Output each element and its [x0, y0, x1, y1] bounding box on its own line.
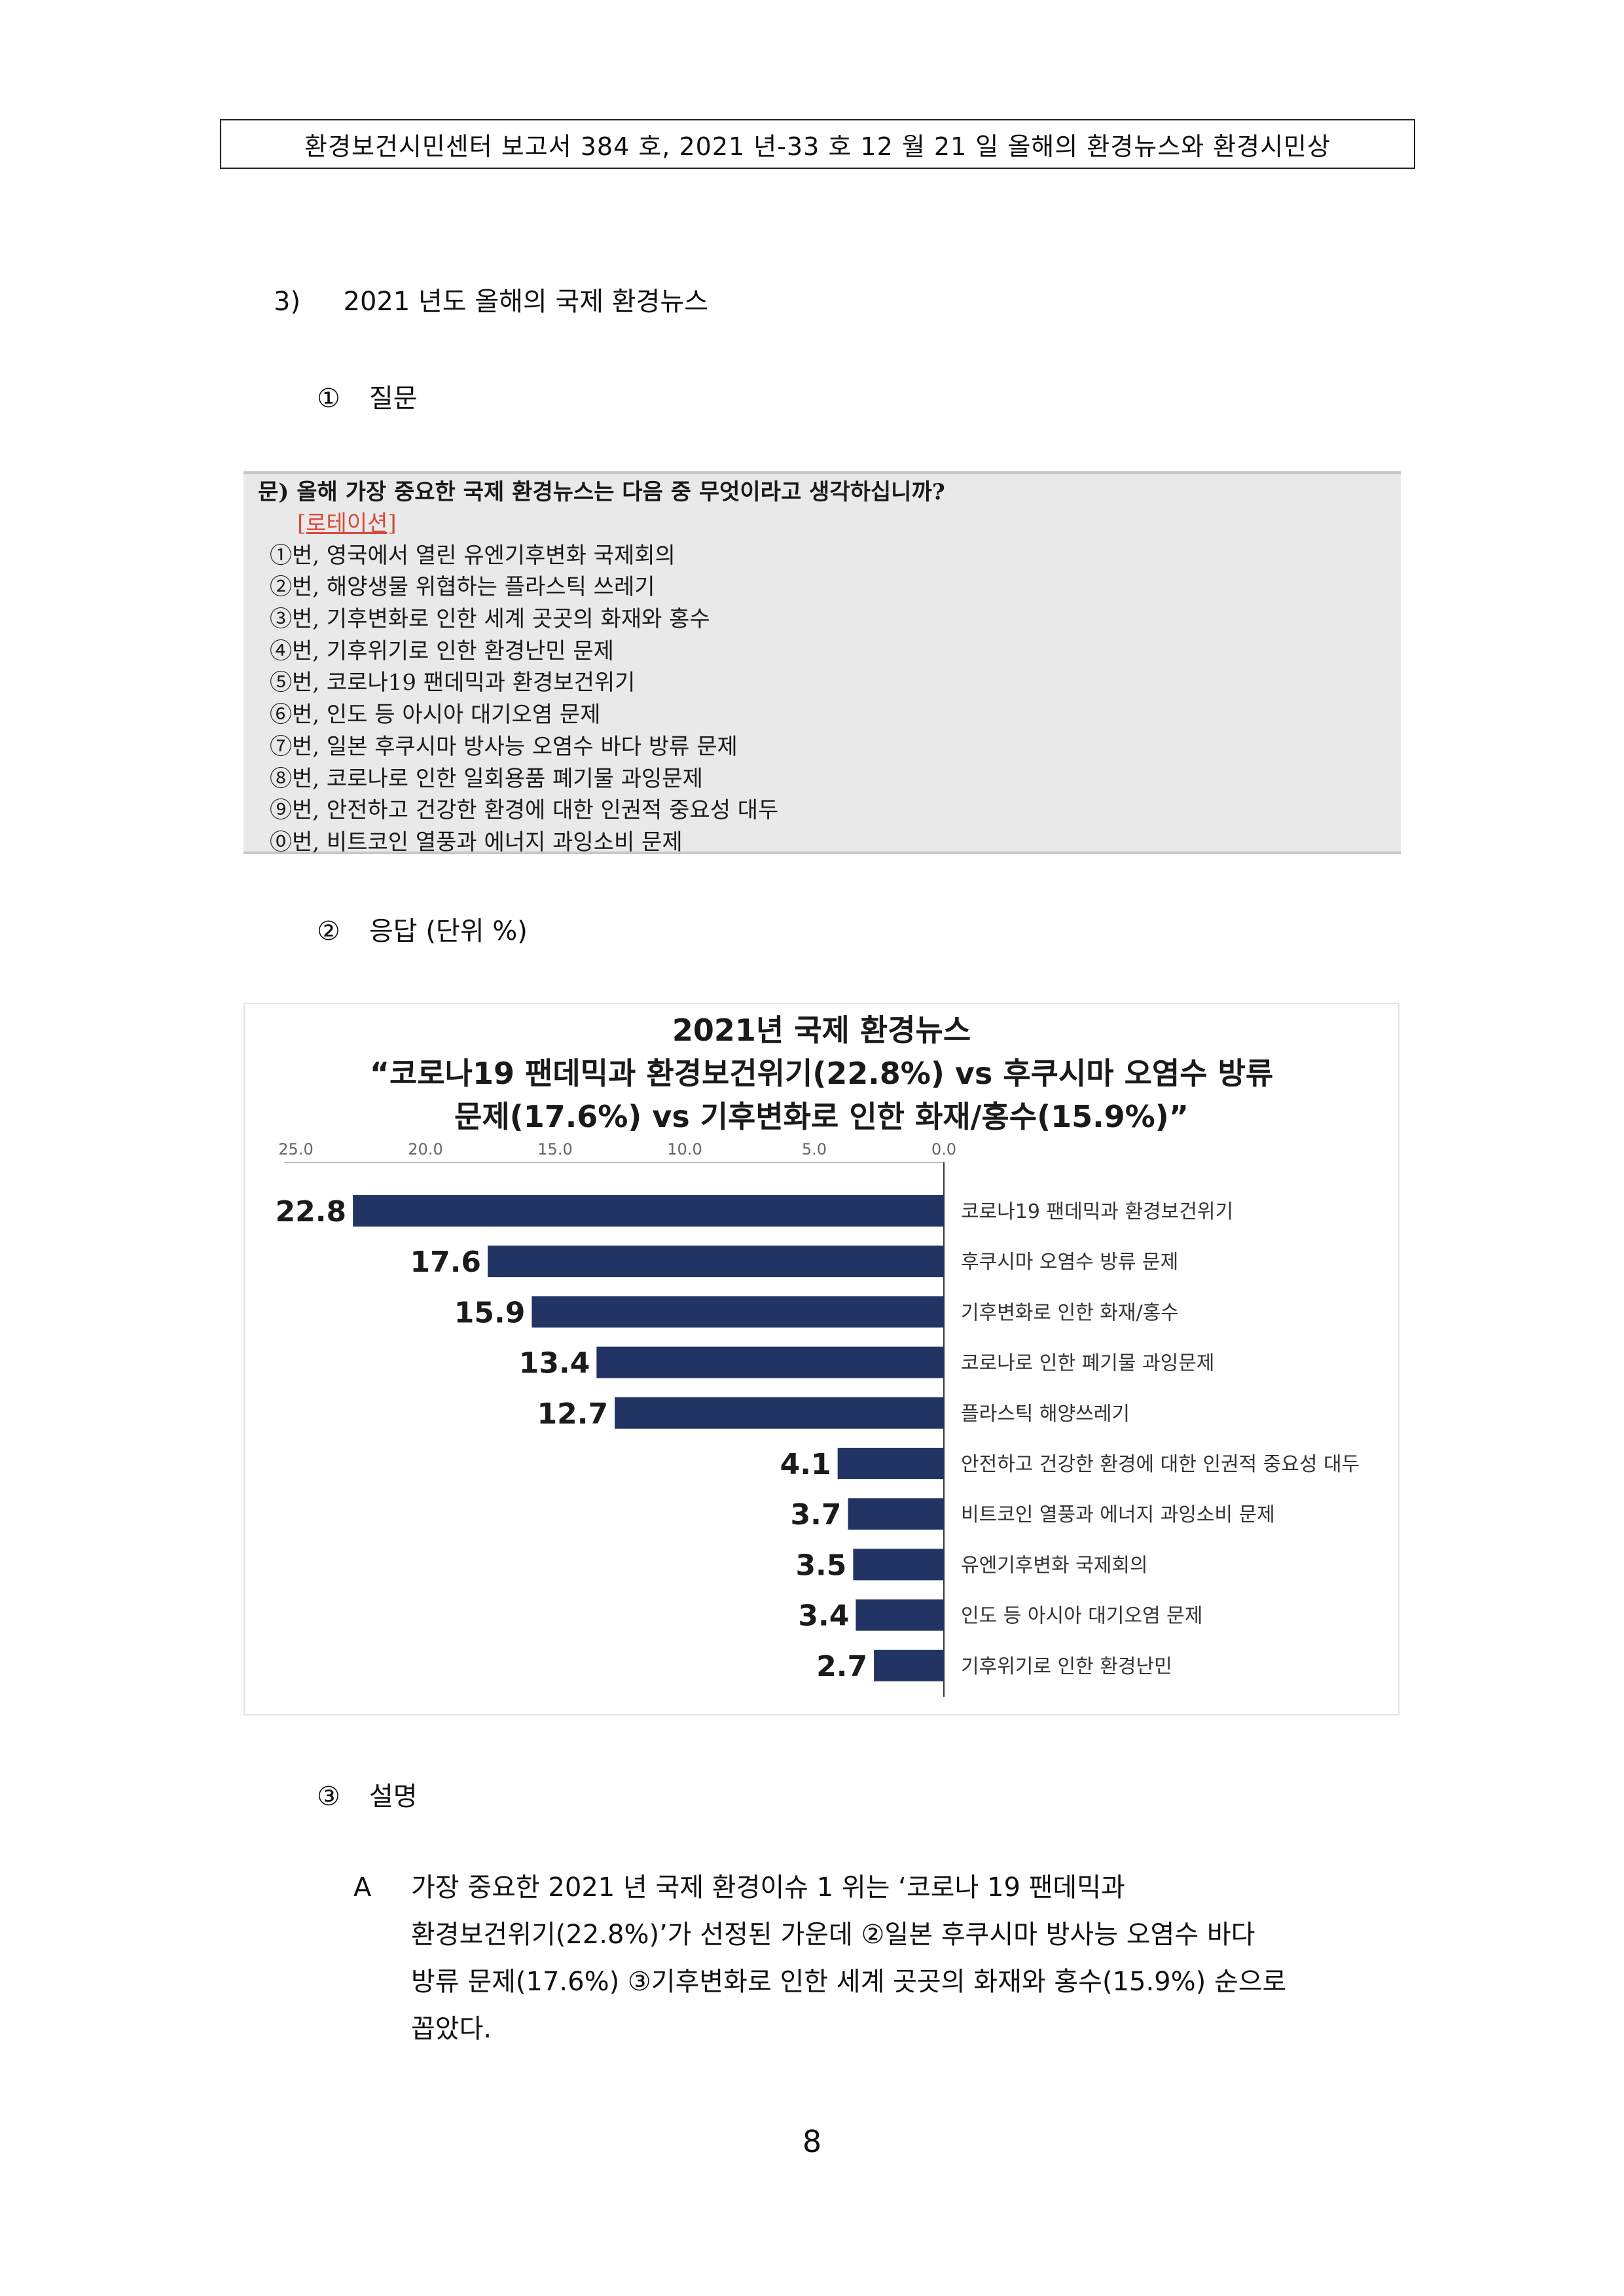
- explanation-line: 꼽았다.: [411, 2014, 492, 2044]
- x-tick-label: 20.0: [408, 1140, 442, 1158]
- bar: [853, 1549, 944, 1581]
- bar: [488, 1246, 944, 1278]
- bar-value-label: 3.5: [795, 1549, 846, 1582]
- bar-value-label: 4.1: [780, 1448, 831, 1481]
- category-label: 플라스틱 해양쓰레기: [961, 1403, 1130, 1426]
- chart-subtitle-line-1: “코로나19 팬데믹과 환경보건위기(22.8%) vs 후쿠시마 오염수 방류: [369, 1056, 1274, 1091]
- bar: [874, 1649, 944, 1681]
- bar-chart: 2021년 국제 환경뉴스 “코로나19 팬데믹과 환경보건위기(22.8%) …: [244, 1003, 1399, 1715]
- category-label: 인도 등 아시아 대기오염 문제: [961, 1605, 1202, 1628]
- x-tick-label: 5.0: [802, 1140, 827, 1158]
- question-option: ⑨번, 안전하고 건강한 환경에 대한 인권적 중요성 대두: [270, 797, 779, 824]
- bar-value-label: 17.6: [410, 1246, 481, 1279]
- x-tick-label: 0.0: [931, 1140, 956, 1158]
- bar: [532, 1296, 944, 1328]
- explain-label: 설명: [369, 1782, 418, 1812]
- report-header-text: 환경보건시민센터 보고서 384 호, 2021 년-33 호 12 월 21 …: [304, 132, 1331, 161]
- question-box: 문) 올해 가장 중요한 국제 환경뉴스는 다음 중 무엇이라고 생각하십니까?…: [244, 471, 1401, 855]
- answer-heading: ② 응답 (단위 %): [317, 910, 528, 948]
- question-option: ⑧번, 코로나로 인한 일회용품 폐기물 과잉문제: [270, 765, 703, 792]
- bar: [837, 1448, 944, 1479]
- section-title: 2021 년도 올해의 국제 환경뉴스: [343, 287, 708, 317]
- bar-value-label: 15.9: [454, 1296, 526, 1329]
- bar: [615, 1397, 944, 1429]
- x-tick-label: 10.0: [667, 1140, 702, 1158]
- bar: [353, 1195, 944, 1227]
- question-option: ②번, 해양생물 위협하는 플라스틱 쓰레기: [270, 574, 655, 601]
- explanation-line: 방류 문제(17.6%) ③기후변화로 인한 세계 곳곳의 화재와 홍수(15.…: [411, 1967, 1287, 1997]
- category-label: 비트코인 열풍과 에너지 과잉소비 문제: [961, 1503, 1275, 1526]
- section-heading: 3) 2021 년도 올해의 국제 환경뉴스: [274, 280, 708, 318]
- explanation-line: 환경보건위기(22.8%)’가 선정된 가운데 ②일본 후쿠시마 방사능 오염수…: [411, 1920, 1255, 1950]
- question-option: ④번, 기후위기로 인한 환경난민 문제: [270, 637, 614, 664]
- question-title: 문) 올해 가장 중요한 국제 환경뉴스는 다음 중 무엇이라고 생각하십니까?: [258, 479, 945, 505]
- chart-subtitle-line-2: 문제(17.6%) vs 기후변화로 인한 화재/홍수(15.9%)”: [454, 1099, 1189, 1134]
- bar-value-label: 12.7: [537, 1397, 609, 1431]
- question-option: ⑤번, 코로나19 팬데믹과 환경보건위기: [270, 670, 636, 696]
- report-header: 환경보건시민센터 보고서 384 호, 2021 년-33 호 12 월 21 …: [220, 119, 1415, 169]
- bar-value-label: 13.4: [519, 1347, 590, 1380]
- category-label: 코로나로 인한 폐기물 과잉문제: [961, 1352, 1214, 1375]
- explain-marker: ③: [317, 1782, 340, 1812]
- question-option: ⑦번, 일본 후쿠시마 방사능 오염수 바다 방류 문제: [270, 733, 738, 760]
- category-label: 기후변화로 인한 화재/홍수: [961, 1301, 1179, 1324]
- question-option: ⑥번, 인도 등 아시아 대기오염 문제: [270, 702, 601, 728]
- x-tick-label: 15.0: [537, 1140, 572, 1158]
- bar: [848, 1498, 944, 1530]
- question-heading: ① 질문: [317, 377, 418, 415]
- explanation-line: 가장 중요한 2021 년 국제 환경이슈 1 위는 ‘코로나 19 팬데믹과: [411, 1873, 1125, 1903]
- page-number: 8: [802, 2124, 822, 2159]
- bar: [856, 1599, 944, 1631]
- bar-value-label: 3.4: [798, 1600, 849, 1633]
- category-label: 유엔기후변화 국제회의: [961, 1554, 1148, 1577]
- question-marker: ①: [317, 384, 340, 414]
- category-label: 기후위기로 인한 환경난민: [961, 1655, 1172, 1678]
- chart-title: 2021년 국제 환경뉴스: [672, 1013, 971, 1048]
- bar: [596, 1346, 944, 1378]
- answer-label: 응답 (단위 %): [369, 916, 528, 946]
- answer-marker: ②: [317, 916, 340, 946]
- bar-value-label: 2.7: [816, 1650, 867, 1683]
- explain-heading: ③ 설명: [317, 1775, 418, 1813]
- question-option: ③번, 기후변화로 인한 세계 곳곳의 화재와 홍수: [270, 606, 710, 633]
- question-option: ①번, 영국에서 열린 유엔기후변화 국제회의: [270, 542, 676, 569]
- chart-plot: 25.0 20.0 15.0 10.0 5.0 0.0 22.8 코로나19 팬데믹과 환경보…: [276, 1140, 1360, 1697]
- explanation-letter: A: [353, 1873, 372, 1903]
- category-label: 코로나19 팬데믹과 환경보건위기: [961, 1200, 1233, 1223]
- explanation: A 가장 중요한 2021 년 국제 환경이슈 1 위는 ‘코로나 19 팬데믹…: [353, 1864, 1414, 2053]
- bar-value-label: 3.7: [791, 1498, 842, 1532]
- question-option: ⓪번, 비트코인 열풍과 에너지 과잉소비 문제: [270, 829, 683, 855]
- bar-value-label: 22.8: [276, 1195, 347, 1229]
- x-tick-label: 25.0: [278, 1140, 313, 1158]
- category-label: 안전하고 건강한 환경에 대한 인권적 중요성 대두: [961, 1453, 1360, 1476]
- section-number: 3): [274, 287, 301, 317]
- rotation-note: [로테이션]: [297, 511, 397, 537]
- question-label: 질문: [369, 384, 418, 414]
- category-label: 후쿠시마 오염수 방류 문제: [961, 1251, 1178, 1274]
